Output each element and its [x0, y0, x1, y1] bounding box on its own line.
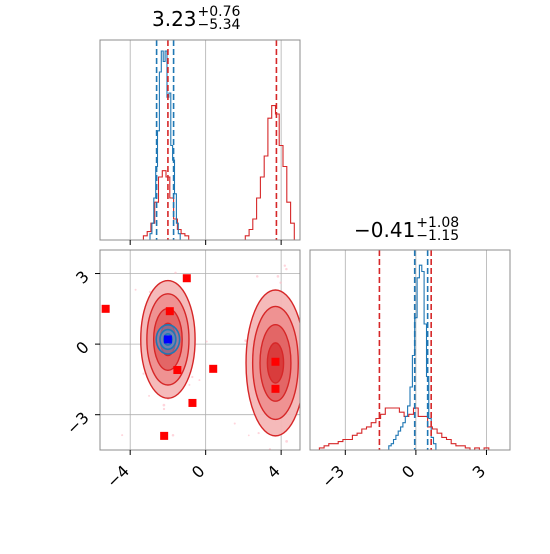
- sample-dot: [191, 375, 194, 379]
- x-tick-label: 0: [398, 461, 419, 482]
- histogram-series: [142, 40, 295, 240]
- sample-dot: [162, 403, 166, 407]
- red-histogram: [318, 407, 490, 450]
- y-tick-label: 3: [72, 267, 93, 288]
- blue-histogram: [149, 50, 181, 240]
- blue-histogram: [388, 264, 437, 450]
- panel-frame: [99, 249, 301, 451]
- sample-dot: [285, 267, 288, 271]
- sample-dot: [306, 267, 308, 269]
- contour-layer: [101, 245, 308, 450]
- sample-dot: [198, 379, 201, 382]
- sample-dot: [305, 319, 307, 321]
- panel-top-title: 3.23 +0.76 −5.34: [152, 4, 241, 33]
- sample-dot: [257, 431, 260, 435]
- sample-dot: [161, 245, 163, 247]
- red-point-marker: [271, 384, 280, 393]
- title-value: −0.41: [354, 218, 416, 242]
- panel-frame: [309, 249, 511, 451]
- red-point-marker: [173, 366, 182, 374]
- sample-dot: [233, 422, 236, 425]
- red-point-marker: [101, 304, 110, 313]
- red-histogram: [142, 105, 295, 240]
- sample-dot: [285, 440, 289, 443]
- red-point-marker: [188, 398, 197, 407]
- sample-dot: [162, 407, 166, 411]
- x-tick-label: 4: [263, 461, 284, 482]
- sample-dot: [188, 383, 191, 386]
- title-minus: −1.15: [416, 228, 460, 244]
- sample-dot: [121, 434, 124, 437]
- sample-dot: [247, 434, 250, 437]
- sample-dot: [142, 372, 145, 375]
- panel-top-histogram: [99, 39, 301, 245]
- sample-dot: [283, 264, 287, 267]
- red-point-marker: [160, 431, 169, 440]
- panel-background: [100, 40, 300, 240]
- panel-right-histogram: −3 0 3: [309, 249, 511, 492]
- red-point-marker: [209, 364, 218, 373]
- panel-frame: [99, 39, 301, 241]
- red-point-marker: [165, 307, 174, 316]
- y-tick-label: 0: [72, 338, 93, 359]
- panel-background: [310, 250, 510, 450]
- sample-dot: [174, 271, 177, 274]
- sample-dot: [255, 275, 259, 278]
- red-point-marker: [271, 357, 280, 366]
- x-tick-label: 0: [188, 461, 209, 482]
- sample-dot: [244, 339, 248, 343]
- sample-dot: [306, 405, 308, 407]
- y-tick-label: −3: [63, 408, 93, 438]
- title-plus: +0.76: [197, 4, 241, 20]
- sample-dot: [148, 394, 151, 397]
- x-tick-label: −4: [103, 461, 133, 491]
- histogram-series: [318, 250, 490, 450]
- sample-dot: [303, 360, 305, 362]
- sample-dot: [276, 275, 280, 278]
- panel-joint-scatter: −4 0 4 3 0 −3: [63, 245, 308, 492]
- blue-point-marker: [163, 335, 172, 344]
- sample-dot: [171, 434, 175, 437]
- sample-dot: [134, 288, 137, 291]
- sample-dot: [279, 281, 282, 284]
- x-tick-label: 3: [469, 461, 490, 482]
- title-plus: +1.08: [416, 215, 460, 231]
- title-value: 3.23: [152, 7, 197, 31]
- title-minus: −5.34: [197, 17, 241, 33]
- sample-dot: [148, 290, 152, 294]
- sample-dot: [205, 340, 208, 343]
- panel-right-title: −0.41 +1.08 −1.15: [354, 215, 460, 244]
- x-tick-label: −3: [318, 461, 348, 491]
- red-point-marker: [182, 274, 191, 283]
